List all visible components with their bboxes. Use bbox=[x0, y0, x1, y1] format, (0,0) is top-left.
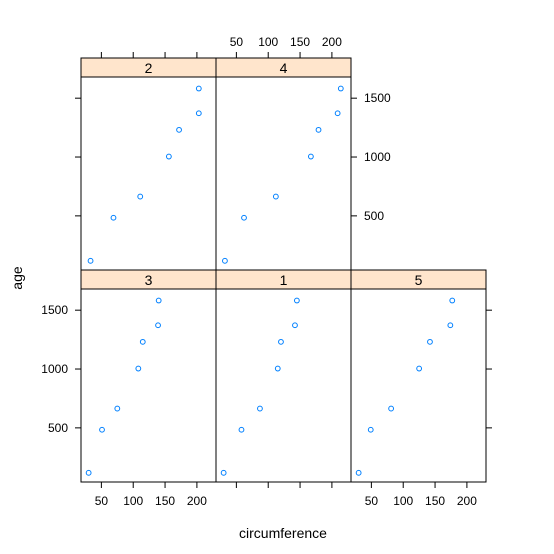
x-tick-label: 50 bbox=[95, 494, 109, 508]
x-tick-label: 50 bbox=[230, 35, 244, 49]
data-point bbox=[274, 365, 281, 372]
y-tick-label: 500 bbox=[364, 209, 384, 223]
data-point bbox=[165, 153, 172, 160]
data-point bbox=[195, 110, 202, 117]
data-point bbox=[222, 257, 228, 264]
data-point bbox=[139, 338, 146, 345]
data-point bbox=[367, 426, 374, 433]
data-point bbox=[272, 193, 279, 200]
data-point bbox=[99, 426, 105, 433]
data-point bbox=[241, 214, 247, 221]
data-point bbox=[85, 469, 92, 476]
data-point bbox=[427, 338, 433, 345]
x-tick-label: 200 bbox=[457, 494, 477, 508]
x-tick-label: 100 bbox=[123, 494, 143, 508]
data-point bbox=[87, 257, 94, 264]
data-point bbox=[334, 110, 341, 117]
x-tick-label: 150 bbox=[290, 35, 310, 49]
data-point bbox=[110, 214, 117, 221]
x-axis-label: circumference bbox=[239, 525, 327, 541]
axes-layer: 50 100 150 200 50 100 150 200 50 100 150 200 500 1000… bbox=[41, 35, 492, 508]
x-tick-label: 100 bbox=[393, 494, 413, 508]
panel-1: 1 bbox=[215, 269, 352, 483]
data-point bbox=[195, 85, 202, 92]
x-tick-label: 100 bbox=[258, 35, 278, 49]
data-point bbox=[388, 405, 395, 412]
panel-strip-label: 2 bbox=[145, 60, 153, 76]
panel-frame bbox=[80, 288, 217, 483]
data-point bbox=[220, 469, 227, 476]
y-tick-label: 1000 bbox=[41, 362, 68, 376]
x-tick-label: 150 bbox=[155, 494, 175, 508]
data-point bbox=[155, 322, 161, 329]
panel-2: 2 bbox=[80, 57, 217, 271]
data-point bbox=[293, 297, 300, 304]
data-point bbox=[137, 193, 144, 200]
data-point bbox=[292, 322, 298, 329]
data-point bbox=[176, 126, 182, 133]
panel-frame bbox=[350, 288, 487, 483]
panel-strip-label: 5 bbox=[415, 272, 423, 288]
panel-3: 3 bbox=[80, 269, 217, 483]
data-point bbox=[416, 365, 423, 372]
data-point bbox=[337, 85, 344, 92]
x-tick-label: 200 bbox=[322, 35, 342, 49]
panel-strip bbox=[215, 57, 352, 78]
y-tick-label: 1500 bbox=[41, 303, 68, 317]
data-point bbox=[355, 469, 362, 476]
panel-frame bbox=[215, 288, 352, 483]
data-point bbox=[155, 297, 162, 304]
data-point bbox=[449, 297, 456, 304]
data-point bbox=[278, 338, 284, 345]
y-tick-label: 1500 bbox=[364, 91, 391, 105]
panel-5: 5 bbox=[350, 269, 487, 483]
data-point bbox=[447, 322, 454, 329]
data-point bbox=[114, 405, 121, 412]
data-point bbox=[257, 405, 263, 412]
y-tick-label: 500 bbox=[48, 421, 68, 435]
panels-layer: 3 1 5 2 4 bbox=[80, 57, 487, 483]
x-tick-label: 150 bbox=[425, 494, 445, 508]
panel-frame bbox=[80, 76, 217, 271]
panel-strip-label: 3 bbox=[145, 272, 153, 288]
y-tick-label: 1000 bbox=[364, 150, 391, 164]
data-point bbox=[238, 426, 245, 433]
data-point bbox=[307, 153, 314, 160]
panel-frame bbox=[215, 76, 352, 271]
y-axis-label: age bbox=[9, 266, 25, 290]
panel-4: 4 bbox=[215, 57, 352, 271]
x-tick-label: 50 bbox=[365, 494, 379, 508]
data-point bbox=[135, 365, 142, 372]
panel-strip bbox=[350, 269, 487, 290]
data-point bbox=[315, 126, 322, 133]
panel-strip-label: 4 bbox=[280, 60, 288, 76]
x-tick-label: 200 bbox=[187, 494, 207, 508]
panel-strip-label: 1 bbox=[280, 272, 288, 288]
